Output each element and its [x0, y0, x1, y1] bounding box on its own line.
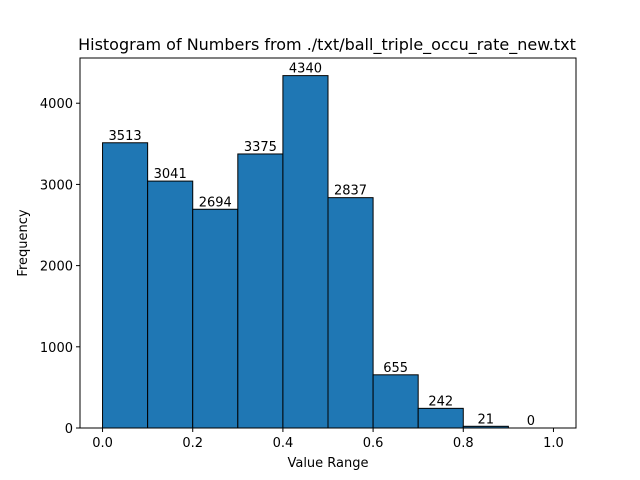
- data-labels-layer: 3513 3041 2694 3375 4340 2837 655 242 21 0: [109, 62, 536, 429]
- x-tick-label: 0.0: [92, 436, 113, 451]
- histogram-bar: [417, 407, 464, 429]
- histogram-bar: [102, 142, 149, 429]
- histogram-bar: [372, 374, 419, 429]
- y-tick-label: 0: [65, 422, 73, 437]
- bar-value-label: 655: [383, 361, 408, 376]
- bar-value-label: 21: [478, 412, 495, 427]
- bar-value-label: 3513: [109, 129, 142, 144]
- histogram-bar: [282, 75, 329, 429]
- y-tick-label: 3000: [40, 178, 73, 193]
- y-axis-label: Frequency: [16, 209, 31, 276]
- x-tick-label: 0.8: [453, 436, 474, 451]
- y-tick-label: 1000: [40, 341, 73, 356]
- x-tick-label: 0.2: [182, 436, 203, 451]
- y-axis-ticks: 0 1000 2000 3000 4000: [40, 97, 80, 437]
- bar-value-label: 3375: [244, 140, 277, 155]
- bar-value-label: 242: [428, 394, 453, 409]
- histogram-bar: [147, 180, 194, 429]
- y-tick-label: 4000: [40, 97, 73, 112]
- axes-frame: [79, 57, 577, 429]
- histogram-bar: [327, 197, 374, 429]
- histogram-bar: [192, 208, 239, 429]
- histogram-bar: [237, 153, 284, 429]
- bar-value-label: 4340: [289, 62, 322, 77]
- chart-title: Histogram of Numbers from ./txt/ball_tri…: [78, 35, 576, 55]
- bar-value-label: 3041: [154, 167, 187, 182]
- y-tick-label: 2000: [40, 260, 73, 275]
- x-tick-label: 0.6: [363, 436, 384, 451]
- x-axis-label: Value Range: [287, 456, 368, 471]
- bar-value-label: 2837: [334, 184, 367, 199]
- bars-layer: [102, 75, 509, 429]
- x-tick-label: 0.4: [273, 436, 294, 451]
- bar-value-label: 0: [527, 414, 535, 429]
- x-axis-ticks: 0.0 0.2 0.4 0.6 0.8 1.0: [92, 428, 564, 451]
- bar-value-label: 2694: [199, 195, 232, 210]
- x-tick-label: 1.0: [543, 436, 564, 451]
